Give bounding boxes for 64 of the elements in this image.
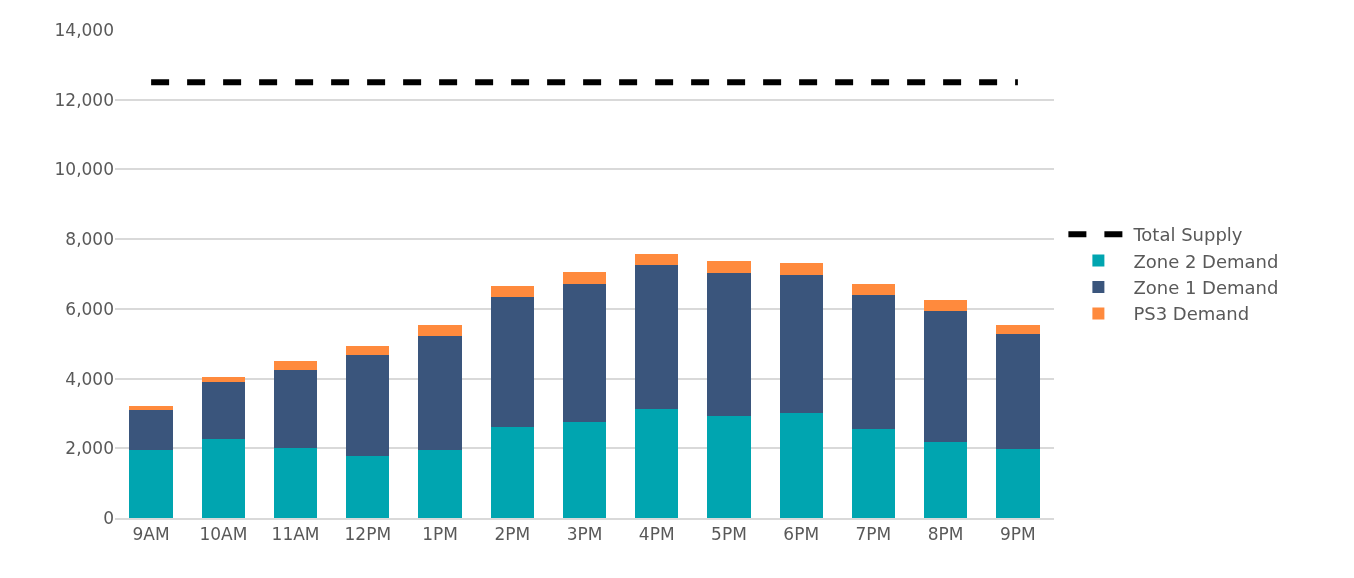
x-tick-label: 9PM — [1000, 524, 1036, 545]
bar — [779, 263, 823, 276]
x-tick-label: 6PM — [783, 524, 820, 545]
bar — [996, 448, 1040, 518]
bar — [851, 294, 896, 430]
bar — [562, 422, 607, 518]
x-tick-label: 8PM — [927, 524, 964, 545]
x-tick-label: 3PM — [566, 524, 603, 545]
bar — [707, 261, 751, 273]
x-tick-label: 12PM — [344, 524, 392, 545]
bar — [346, 355, 390, 457]
bar — [418, 450, 462, 518]
bar — [923, 311, 968, 443]
bar — [851, 429, 896, 518]
bar — [707, 415, 751, 518]
bar — [273, 369, 318, 448]
x-tick-label: 7PM — [855, 524, 892, 545]
y-tick-label: 12,000 — [54, 89, 114, 110]
x-tick-label: 4PM — [638, 524, 675, 545]
bar — [273, 361, 318, 370]
y-tick-label: 10,000 — [54, 159, 114, 180]
bar — [707, 272, 751, 416]
bar — [418, 336, 462, 451]
x-tick-label: 1PM — [422, 524, 458, 545]
bar — [346, 456, 390, 518]
x-tick-label: 2PM — [494, 524, 531, 545]
legend-label: Zone 2 Demand — [1133, 250, 1279, 272]
bar — [851, 284, 896, 295]
bar — [923, 442, 968, 518]
bar — [490, 286, 534, 298]
bar — [129, 406, 173, 410]
bar — [635, 409, 679, 518]
bar — [996, 334, 1040, 449]
bar — [201, 381, 246, 439]
bar — [996, 324, 1040, 335]
bar — [490, 297, 534, 427]
bar — [635, 253, 679, 265]
x-tick-label: 5PM — [711, 524, 747, 545]
bar — [635, 264, 679, 410]
bar — [346, 345, 390, 356]
y-tick-label: 8,000 — [65, 229, 114, 250]
y-tick-label: 4,000 — [65, 368, 114, 389]
bar — [201, 438, 246, 518]
legend-label: Total Supply — [1132, 224, 1243, 246]
bar — [923, 300, 968, 312]
bar — [129, 450, 173, 518]
bar — [779, 412, 823, 518]
x-tick-label: 11AM — [271, 524, 320, 545]
bar — [562, 271, 607, 284]
legend-label: Zone 1 Demand — [1133, 277, 1279, 299]
bar — [490, 426, 534, 518]
x-tick-label: 10AM — [199, 524, 248, 545]
bar — [779, 275, 823, 413]
y-tick-label: 2,000 — [65, 438, 114, 459]
bar — [201, 376, 246, 382]
bar — [273, 447, 318, 518]
bar — [129, 409, 173, 451]
y-tick-label: 0 — [103, 507, 114, 528]
legend-label: PS3 Demand — [1133, 303, 1250, 325]
x-tick-label: 9AM — [132, 524, 170, 545]
bar — [418, 325, 462, 337]
y-tick-label: 6,000 — [65, 298, 114, 319]
y-tick-label: 14,000 — [54, 19, 114, 40]
bar — [562, 283, 607, 423]
